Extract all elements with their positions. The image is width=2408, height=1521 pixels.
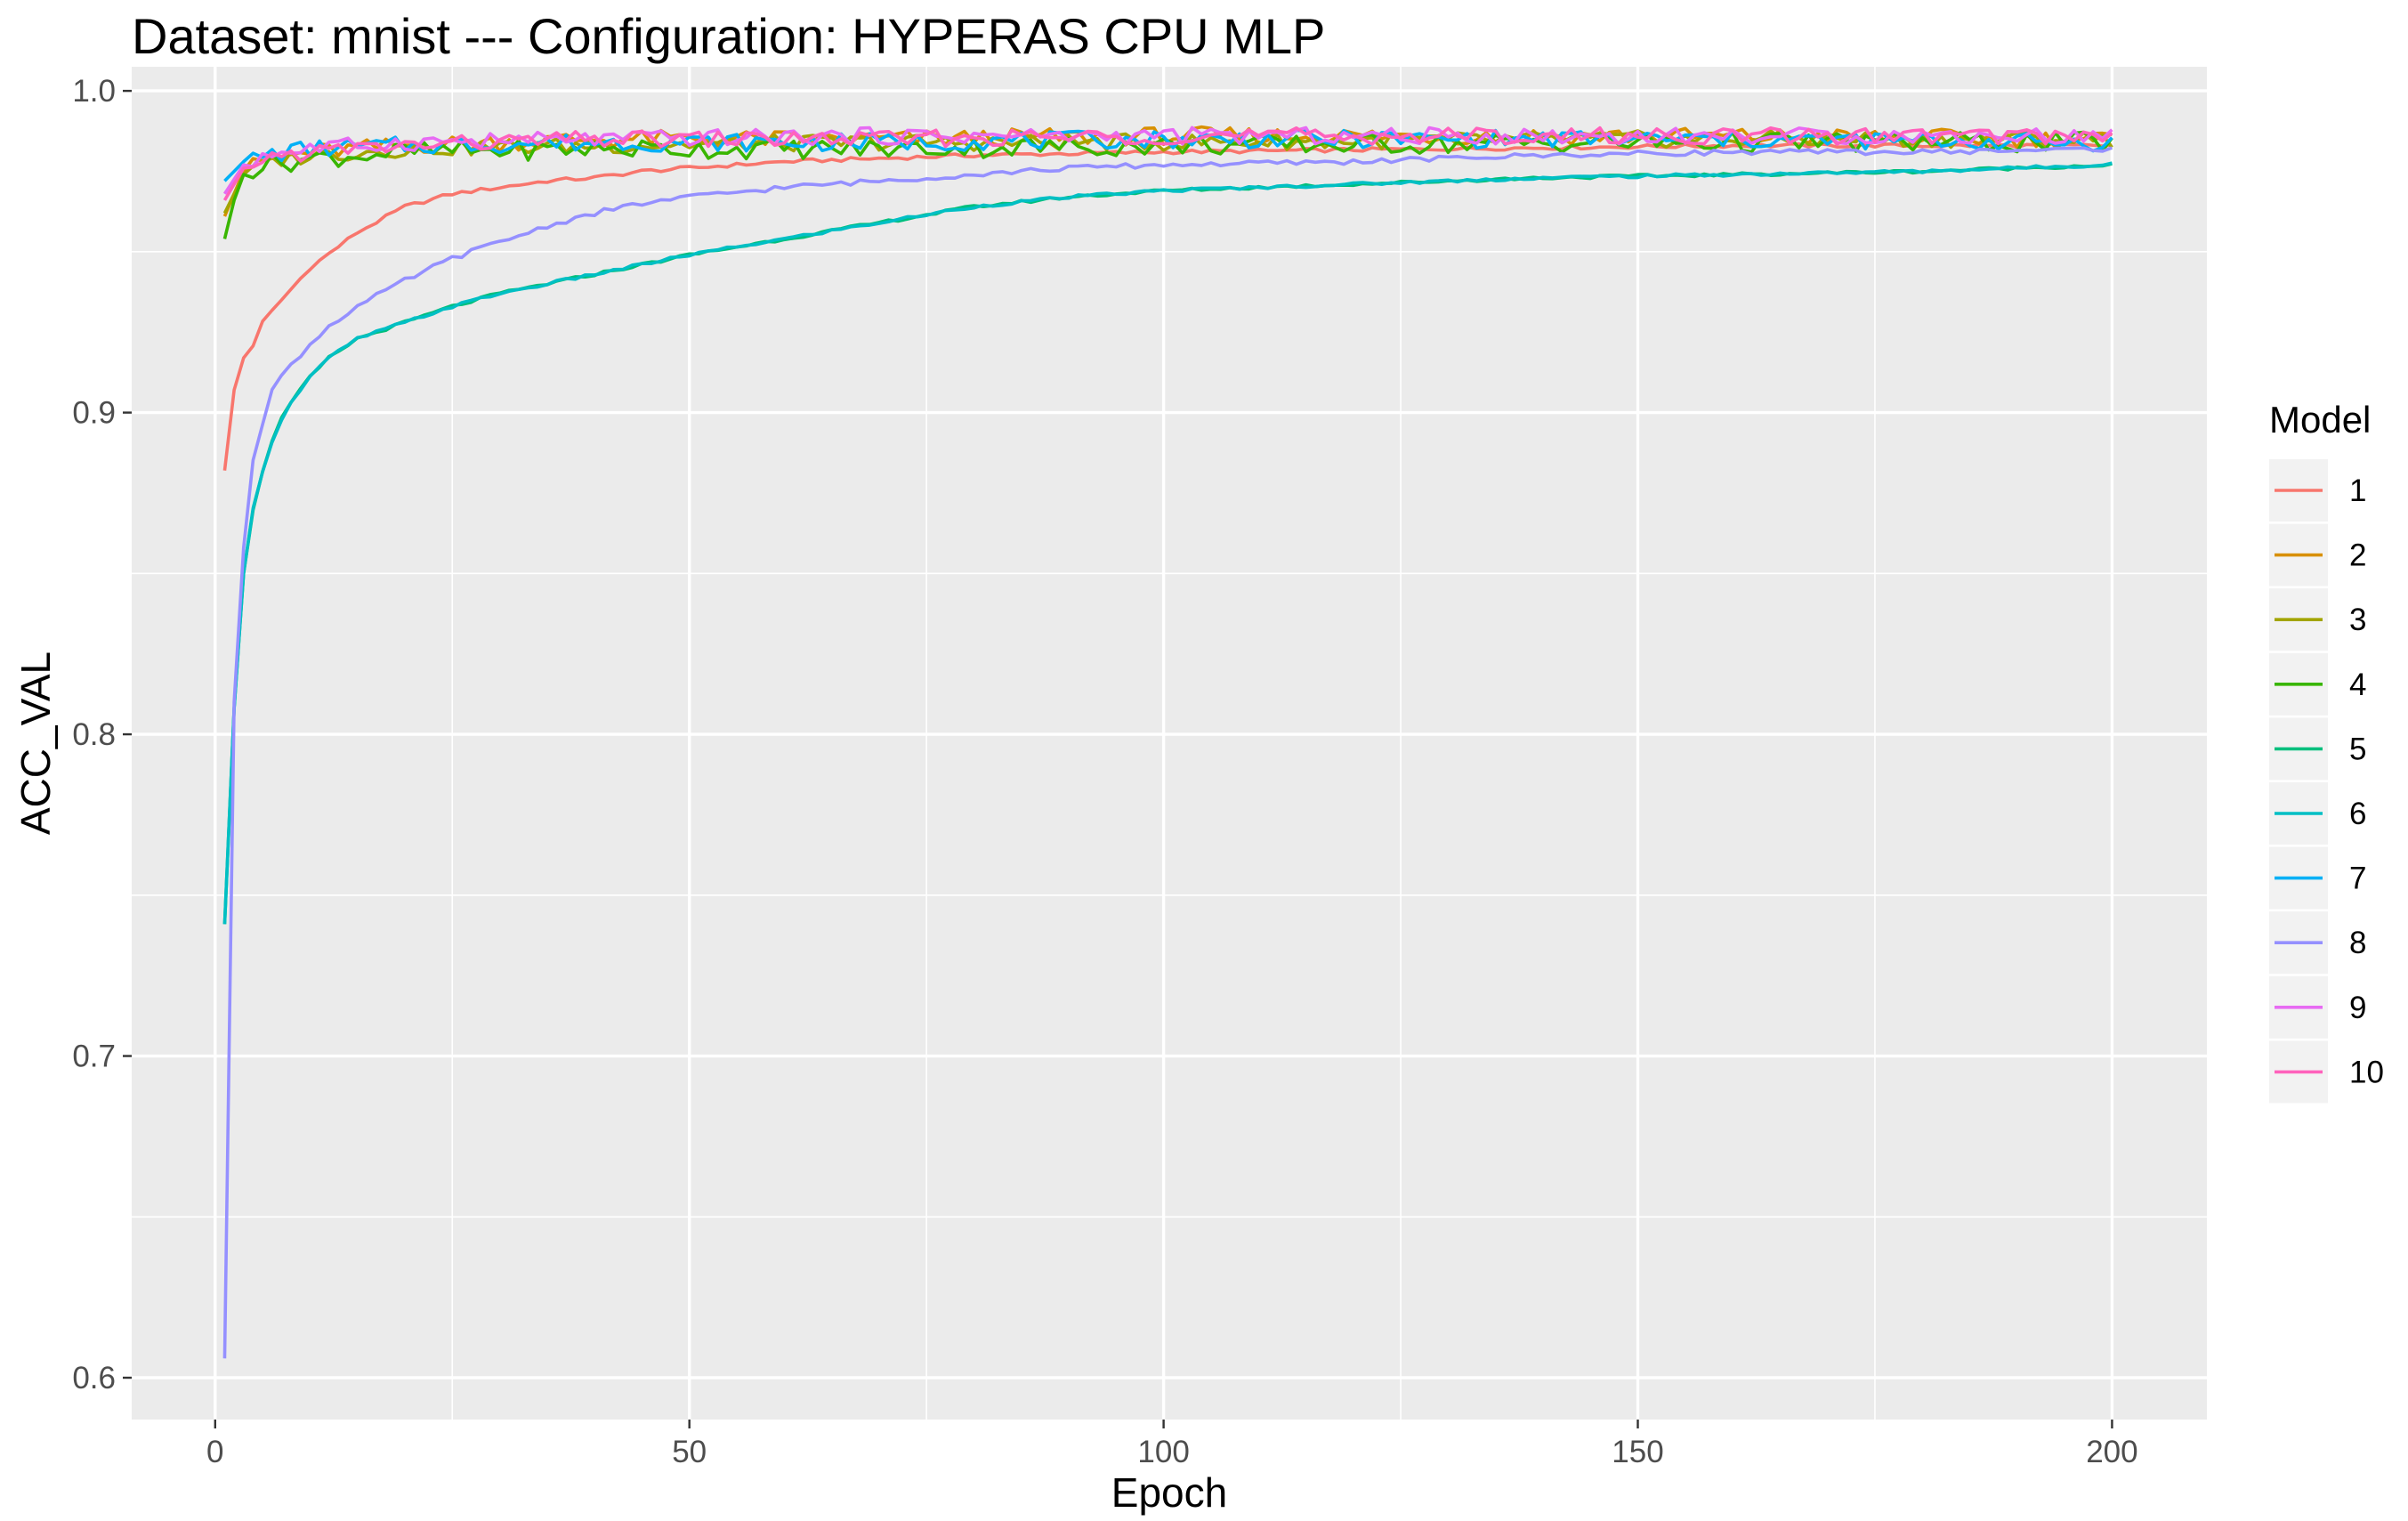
major-gridlines <box>132 67 2207 1420</box>
y-axis-ticks: 0.6 0.7 0.8 0.9 1.0 <box>72 74 132 1396</box>
y-tick-label: 1.0 <box>72 74 116 109</box>
legend-label-model-5: 5 <box>2349 732 2366 766</box>
y-tick-label: 0.8 <box>72 717 116 752</box>
legend-label-model-10: 10 <box>2349 1055 2384 1089</box>
legend-label-model-7: 7 <box>2349 862 2366 896</box>
legend-label-model-8: 8 <box>2349 926 2366 960</box>
y-tick-label: 0.7 <box>72 1040 116 1074</box>
series-line-model-8 <box>222 146 2113 1359</box>
series-line-model-9 <box>222 125 2113 195</box>
chart-title: Dataset: mnist --- Configuration: HYPERA… <box>132 8 1325 64</box>
series-line-model-6 <box>222 161 2113 925</box>
x-axis-ticks: 0 50 100 150 200 <box>206 1420 2138 1469</box>
legend-label-model-3: 3 <box>2349 603 2366 637</box>
series-line-model-10 <box>222 125 2113 201</box>
x-tick-label: 150 <box>1612 1435 1663 1469</box>
minor-gridlines <box>132 67 2207 1420</box>
legend-label-model-4: 4 <box>2349 667 2366 702</box>
series-lines <box>222 125 2113 1359</box>
legend-label-model-6: 6 <box>2349 797 2366 831</box>
legend-label-model-1: 1 <box>2349 473 2366 508</box>
plot-panel <box>132 67 2207 1420</box>
x-tick-label: 50 <box>672 1435 707 1469</box>
legend-items: 1 2 3 4 5 6 7 8 9 10 <box>2269 459 2384 1104</box>
x-axis-title: Epoch <box>1111 1469 1227 1516</box>
legend-label-model-2: 2 <box>2349 538 2366 573</box>
legend: Model 1 2 3 4 5 6 7 8 9 10 <box>2269 399 2384 1104</box>
y-axis-title: ACC_VAL <box>12 651 59 835</box>
x-tick-label: 200 <box>2086 1435 2137 1469</box>
legend-label-model-9: 9 <box>2349 991 2366 1025</box>
y-tick-label: 0.6 <box>72 1361 116 1396</box>
x-tick-label: 0 <box>206 1435 223 1469</box>
x-tick-label: 100 <box>1137 1435 1189 1469</box>
y-tick-label: 0.9 <box>72 396 116 431</box>
legend-title: Model <box>2269 399 2371 441</box>
